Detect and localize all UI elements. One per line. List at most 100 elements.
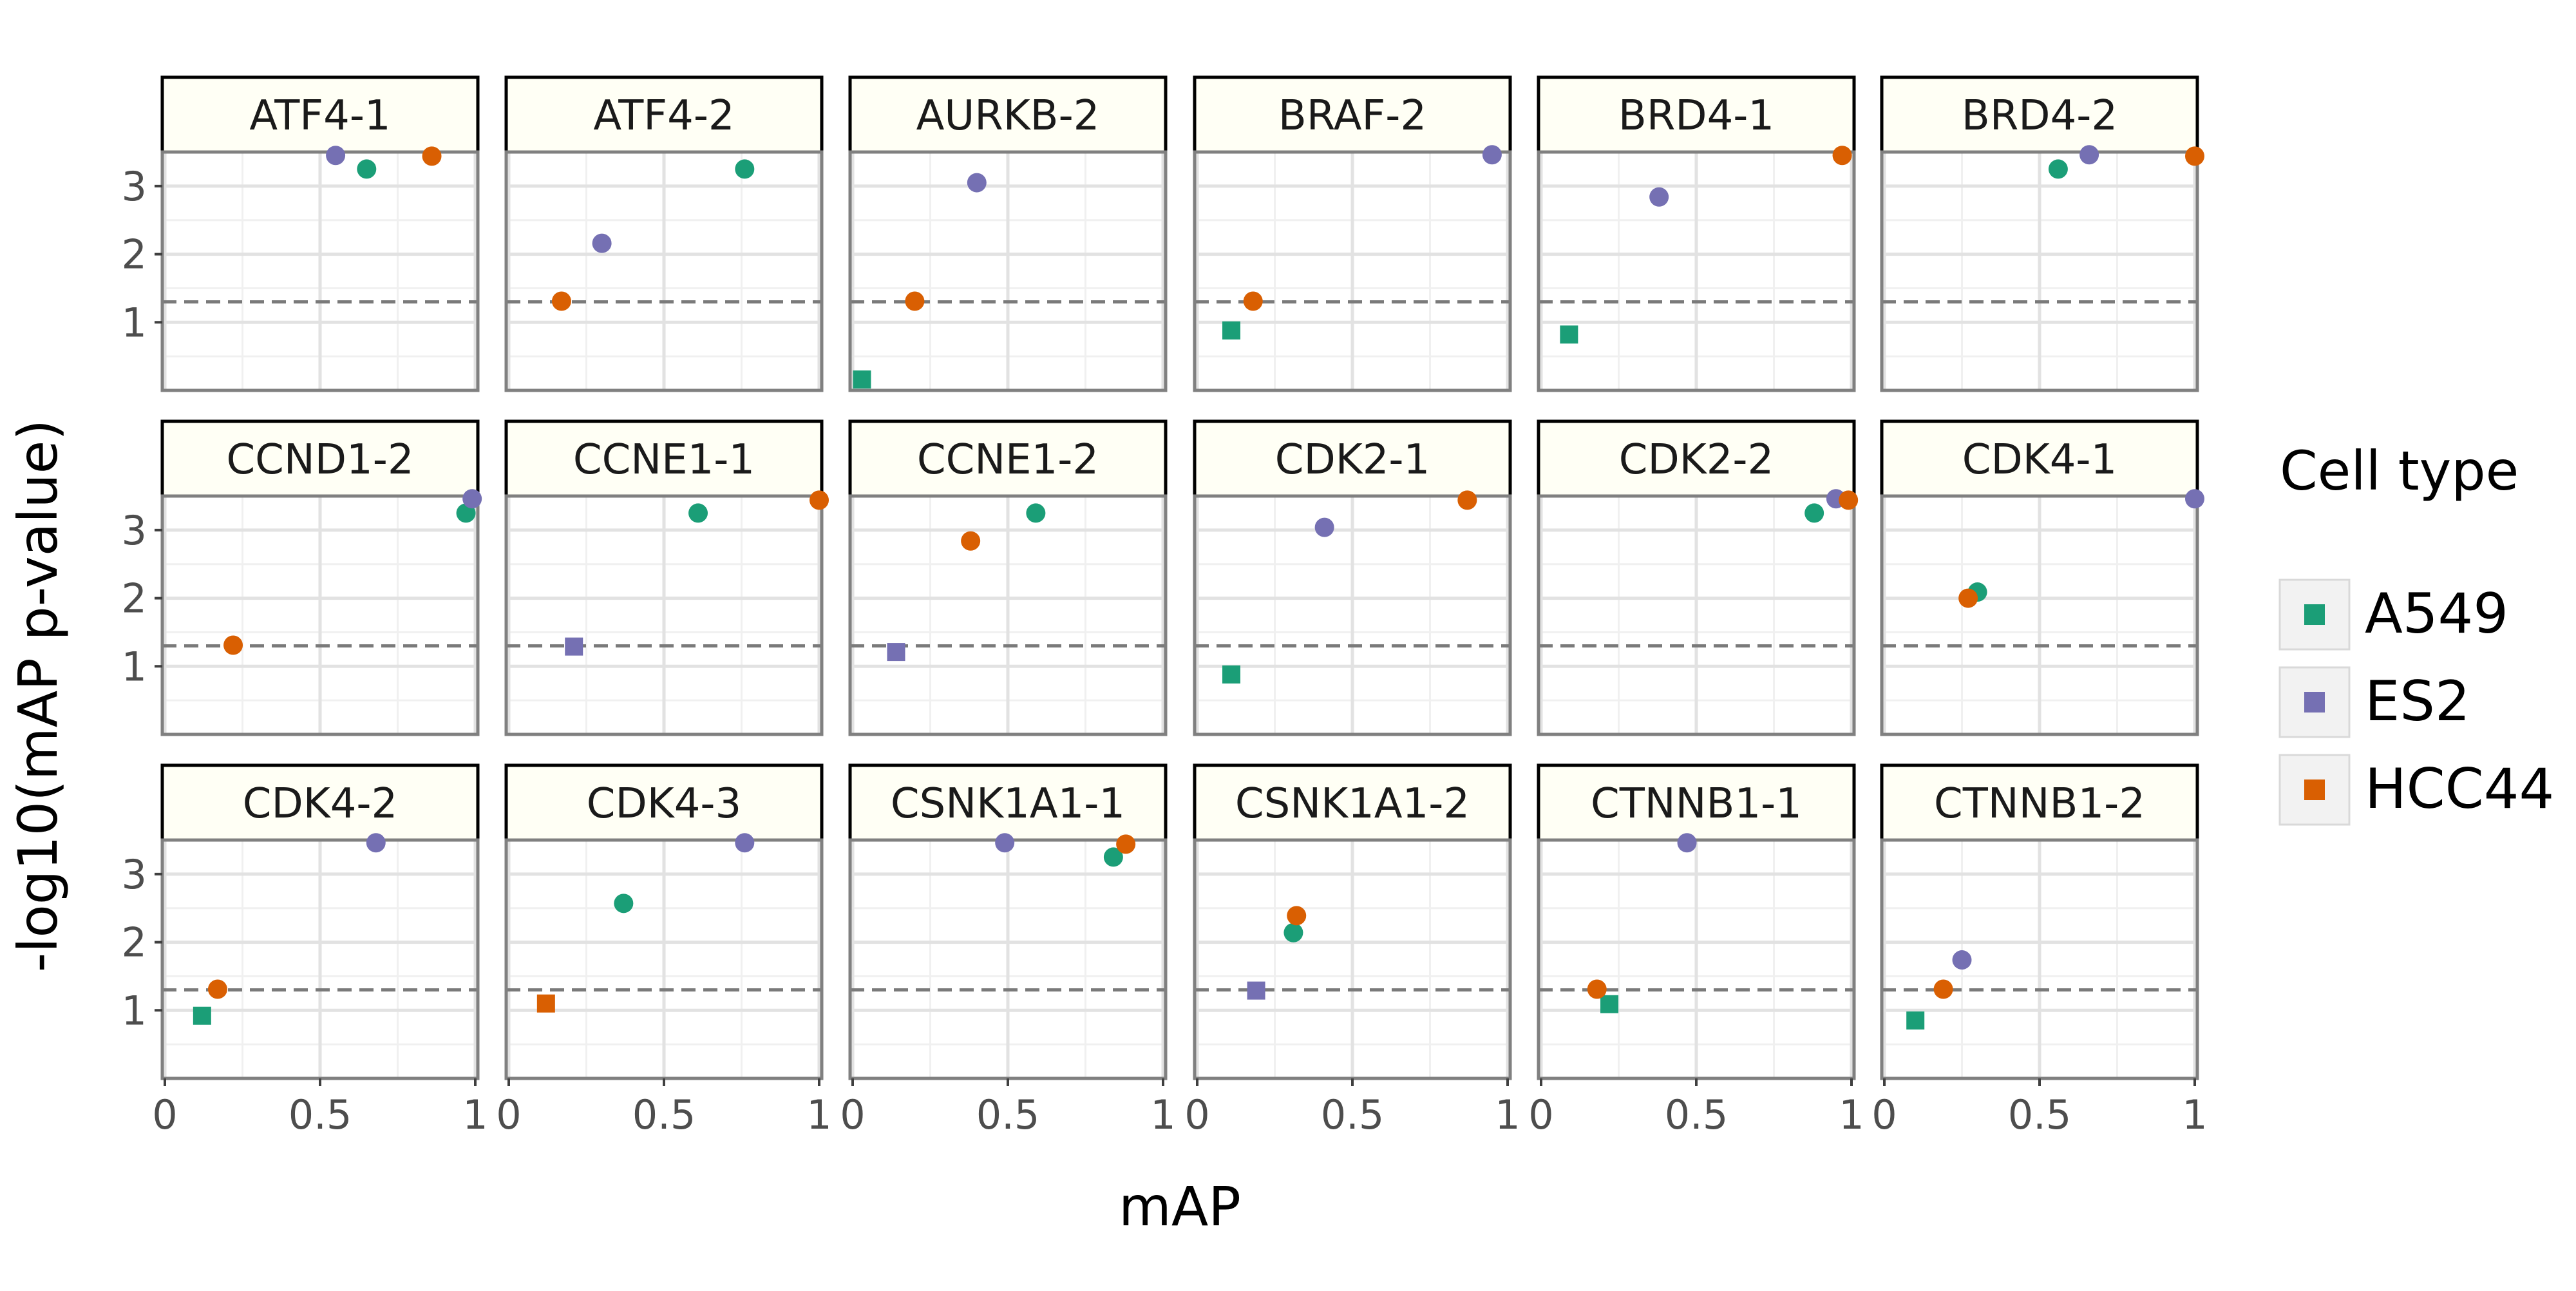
facet-panel: CSNK1A1-2 0 0.5 1 <box>1184 763 1520 1138</box>
facet-panel: ATF4-1 1 2 3 <box>122 75 480 392</box>
panel-border <box>1880 494 2199 736</box>
y-tick-label: 1 <box>122 643 147 690</box>
facet-strip <box>848 763 1168 842</box>
facet-title: ATF4-2 <box>593 92 734 140</box>
facet-title: CDK4-2 <box>243 780 397 828</box>
facet-panel: AURKB-2 <box>848 75 1168 392</box>
data-point-hcc44 <box>1587 979 1607 999</box>
panel-border <box>160 494 480 736</box>
panel-border <box>1880 150 2199 392</box>
legend: Cell type A549 ES2 HCC44 <box>2278 439 2554 826</box>
facet-panel: BRD4-1 <box>1537 75 1856 392</box>
facet-strip <box>1880 763 2199 842</box>
facet-panel: CCNE1-1 <box>504 419 829 736</box>
legend-label: ES2 <box>2365 669 2470 734</box>
data-point-a549 <box>735 159 755 179</box>
x-tick-label: 1 <box>462 1091 488 1138</box>
data-point-hcc44 <box>1243 291 1263 311</box>
legend-entries: A549 ES2 HCC44 <box>2278 579 2554 826</box>
data-point-a549 <box>688 503 708 523</box>
x-tick-label: 1 <box>806 1091 831 1138</box>
x-tick-label: 0.5 <box>289 1091 352 1138</box>
x-tick-label: 0.5 <box>2008 1091 2072 1138</box>
legend-swatch <box>2304 604 2325 625</box>
panel-border <box>1193 494 1512 736</box>
y-tick-label: 3 <box>122 851 147 898</box>
data-point-es2 <box>592 233 612 253</box>
y-tick-label: 1 <box>122 987 147 1034</box>
legend-title: Cell type <box>2280 439 2519 502</box>
facet-strip <box>1537 763 1856 842</box>
facet-title: CDK4-1 <box>1962 436 2117 484</box>
facet-strip <box>848 75 1168 154</box>
data-point-a549 <box>2048 159 2068 179</box>
x-tick-label: 0 <box>152 1091 177 1138</box>
data-point-hcc44 <box>1933 979 1953 999</box>
panel-border <box>160 150 480 392</box>
facet-panel: CDK4-2 1 2 3 0 0.5 1 <box>122 763 488 1138</box>
panel-border <box>504 494 824 736</box>
facet-strip <box>160 75 480 154</box>
y-tick-label: 2 <box>122 919 147 966</box>
x-tick-label: 0 <box>840 1091 865 1138</box>
legend-swatch <box>2304 692 2325 712</box>
data-point-es2 <box>2079 145 2099 165</box>
facet-panel: CCNE1-2 <box>848 419 1168 736</box>
data-point-es2 <box>366 833 386 853</box>
data-point-hcc44 <box>2185 146 2204 166</box>
facet-strip <box>160 419 480 498</box>
y-tick-label: 3 <box>122 163 147 210</box>
data-point-es2 <box>887 643 905 662</box>
panel-border <box>848 150 1168 392</box>
facet-title: BRD4-1 <box>1618 92 1774 140</box>
facet-title: CDK4-3 <box>587 780 741 828</box>
legend-label: HCC44 <box>2365 757 2554 821</box>
data-point-a549 <box>193 1006 211 1025</box>
data-point-es2 <box>1247 981 1265 1000</box>
data-point-es2 <box>1649 187 1669 207</box>
x-tick-label: 0 <box>496 1091 521 1138</box>
data-point-es2 <box>1482 145 1502 165</box>
facet-panel: CDK2-2 <box>1537 419 1859 736</box>
data-point-hcc44 <box>551 291 571 311</box>
x-tick-label: 0.5 <box>1665 1091 1728 1138</box>
x-tick-label: 0 <box>1528 1091 1553 1138</box>
legend-item: ES2 <box>2278 666 2470 738</box>
facet-title: CSNK1A1-2 <box>1235 780 1470 828</box>
facet-title: CDK2-2 <box>1619 436 1774 484</box>
facet-title: BRAF-2 <box>1278 92 1426 140</box>
data-point-hcc44 <box>422 146 442 166</box>
data-point-es2 <box>995 833 1015 853</box>
facet-panel: CDK2-1 <box>1193 419 1512 736</box>
data-point-a549 <box>1222 665 1241 684</box>
facet-panel: CDK4-3 0 0.5 1 <box>496 763 832 1138</box>
x-tick-label: 1 <box>1150 1091 1175 1138</box>
y-axis-title: -log10(mAP p-value) <box>6 419 70 972</box>
data-point-a549 <box>1222 321 1241 339</box>
panel-border <box>848 494 1168 736</box>
data-point-a549 <box>1283 923 1303 942</box>
x-tick-label: 1 <box>1495 1091 1520 1138</box>
data-point-hcc44 <box>223 635 243 655</box>
data-point-es2 <box>1952 950 1972 970</box>
data-point-a549 <box>357 159 377 179</box>
data-point-a549 <box>1804 503 1824 523</box>
x-tick-label: 0 <box>1184 1091 1209 1138</box>
x-tick-label: 0.5 <box>976 1091 1040 1138</box>
data-point-es2 <box>1677 833 1697 853</box>
data-point-hcc44 <box>1832 146 1852 166</box>
data-point-hcc44 <box>536 994 555 1013</box>
data-point-hcc44 <box>1287 906 1307 926</box>
facet-strip <box>1537 75 1856 154</box>
data-point-a549 <box>614 894 634 913</box>
facet-title: CDK2-1 <box>1275 436 1430 484</box>
facet-strip <box>848 419 1168 498</box>
x-tick-label: 1 <box>2182 1091 2207 1138</box>
data-point-es2 <box>326 146 346 166</box>
facet-panel: CCND1-2 1 2 3 <box>122 419 482 736</box>
data-point-hcc44 <box>1116 834 1136 854</box>
facet-title: CCNE1-2 <box>917 436 1099 484</box>
data-point-hcc44 <box>905 291 925 311</box>
